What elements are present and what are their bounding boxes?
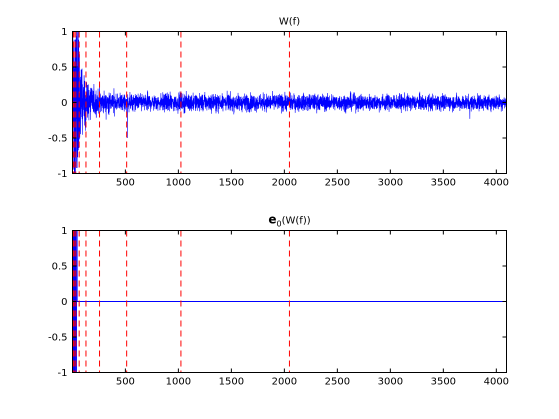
y-tick-label: 0.5 <box>52 262 68 273</box>
y-tick-label: -1 <box>58 368 68 379</box>
x-tick-label: 1500 <box>219 178 244 189</box>
chart-title-w-of-f: W(f) <box>279 17 300 28</box>
x-tick-label: 500 <box>116 377 135 388</box>
series-line-w-of-f <box>72 31 507 174</box>
x-tick-label: 3000 <box>378 178 403 189</box>
y-tick-label: 1 <box>61 226 67 237</box>
chart-title-e0-rest: (W(f)) <box>282 216 311 227</box>
x-tick-label: 4000 <box>484 178 509 189</box>
chart-title-e0-w-of-f: e0(W(f)) <box>268 213 310 229</box>
subplot-e0-w-of-f: 500 1000 1500 2000 2500 3000 3500 4000 -1 -0.5 0 0.… <box>48 213 509 388</box>
x-tick-label: 3500 <box>431 178 456 189</box>
x-tick-label: 1500 <box>219 377 244 388</box>
x-tick-label: 500 <box>116 178 135 189</box>
x-tick-label: 2500 <box>325 178 350 189</box>
chart-title-e0-letter: e <box>268 213 276 227</box>
x-tick-label: 1000 <box>166 377 191 388</box>
y-tick-label: 1 <box>61 27 67 38</box>
x-tick-label: 4000 <box>484 377 509 388</box>
x-tick-label: 2000 <box>272 178 297 189</box>
x-tick-label: 3000 <box>378 377 403 388</box>
y-tick-label: 0.5 <box>52 63 68 74</box>
y-tick-label: -0.5 <box>48 333 68 344</box>
y-tick-label: 0 <box>61 98 67 109</box>
y-tick-label: -0.5 <box>48 134 68 145</box>
x-tick-label: 2500 <box>325 377 350 388</box>
x-tick-label: 2000 <box>272 377 297 388</box>
subplot-w-of-f: 500 1000 1500 2000 2500 3000 3500 4000 -1 -0.5 0 0.… <box>48 17 509 189</box>
y-tick-label: 0 <box>61 297 67 308</box>
x-tick-label: 3500 <box>431 377 456 388</box>
x-tick-label: 1000 <box>166 178 191 189</box>
chart-title-e0-subscript: 0 <box>277 220 282 229</box>
y-tick-label: -1 <box>58 169 68 180</box>
